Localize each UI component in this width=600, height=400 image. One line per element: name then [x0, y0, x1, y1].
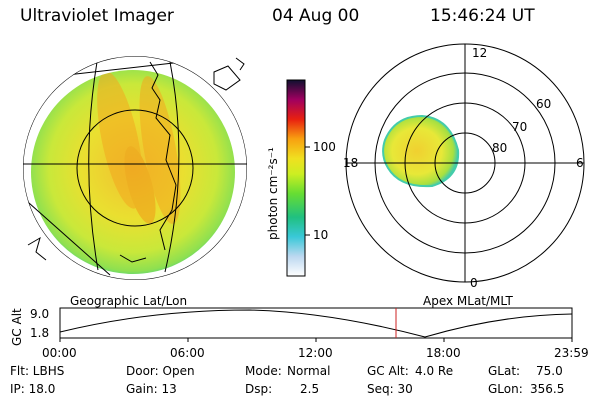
- glat-value: 75.0: [536, 364, 563, 378]
- mlt-label-0: 0: [470, 276, 478, 290]
- altitude-xtick-1200: 12:00: [298, 346, 333, 360]
- gc-alt-value: 4.0 Re: [415, 364, 454, 378]
- apex-panel-label: Apex MLat/MLT: [423, 294, 513, 308]
- altitude-ytick-1_8: 1.8: [30, 326, 50, 340]
- polar-grid: [345, 43, 585, 283]
- gain-info: Gain: 13: [126, 382, 177, 396]
- gc-alt-label: GC Alt:: [367, 364, 409, 378]
- altitude-ytick-9: 9.0: [30, 307, 50, 321]
- coastlines: [27, 57, 245, 263]
- glon-value: 356.5: [530, 382, 565, 396]
- instrument-title: Ultraviolet Imager: [20, 6, 174, 26]
- colorbar-tick-label-10: 10: [313, 228, 329, 242]
- seq-info: Seq: 30: [367, 382, 413, 396]
- colorbar-unit-label: photon cm⁻²s⁻¹: [266, 147, 280, 240]
- colorbar-tick-label-100: 100: [313, 140, 336, 154]
- glat-label: GLat:: [488, 364, 521, 378]
- auroral-oval: [382, 114, 460, 188]
- ip-info: IP: 18.0: [10, 382, 56, 396]
- mlat-label-60: 60: [536, 97, 552, 111]
- mlt-label-18: 18: [343, 156, 359, 170]
- door-info: Door: Open: [126, 364, 195, 378]
- altitude-plot-frame: [59, 307, 573, 339]
- latlon-grid: [23, 56, 247, 280]
- altitude-plot: [59, 307, 573, 342]
- altitude-curve: [59, 309, 573, 338]
- colorbar-gradient: [286, 79, 306, 277]
- geographic-image: [23, 56, 247, 280]
- mlt-label-12: 12: [472, 46, 488, 60]
- geographic-panel-label: Geographic Lat/Lon: [70, 294, 188, 308]
- dsp-label: Dsp:: [245, 382, 273, 396]
- aurora-bands: [97, 71, 181, 224]
- time-label: 15:46:24 UT: [430, 6, 535, 26]
- mlt-label-6: 6: [576, 156, 584, 170]
- mode-value: Normal: [287, 364, 331, 378]
- altitude-xtick-0000: 00:00: [42, 346, 77, 360]
- mlat-label-80: 80: [492, 141, 508, 155]
- polar-plot: [345, 43, 585, 283]
- glon-label: GLon:: [488, 382, 523, 396]
- altitude-xtick-0600: 06:00: [170, 346, 205, 360]
- dsp-value: 2.5: [300, 382, 320, 396]
- altitude-xtick-2359: 23:59: [554, 346, 589, 360]
- mlat-label-70: 70: [512, 120, 528, 134]
- altitude-xtick-1800: 18:00: [426, 346, 461, 360]
- colorbar: [286, 79, 310, 277]
- filter-info: Flt: LBHS: [10, 364, 65, 378]
- altitude-x-ticks: [59, 338, 573, 342]
- date-label: 04 Aug 00: [272, 6, 360, 26]
- mode-label: Mode:: [245, 364, 282, 378]
- altitude-ylabel: GC Alt: [10, 308, 24, 346]
